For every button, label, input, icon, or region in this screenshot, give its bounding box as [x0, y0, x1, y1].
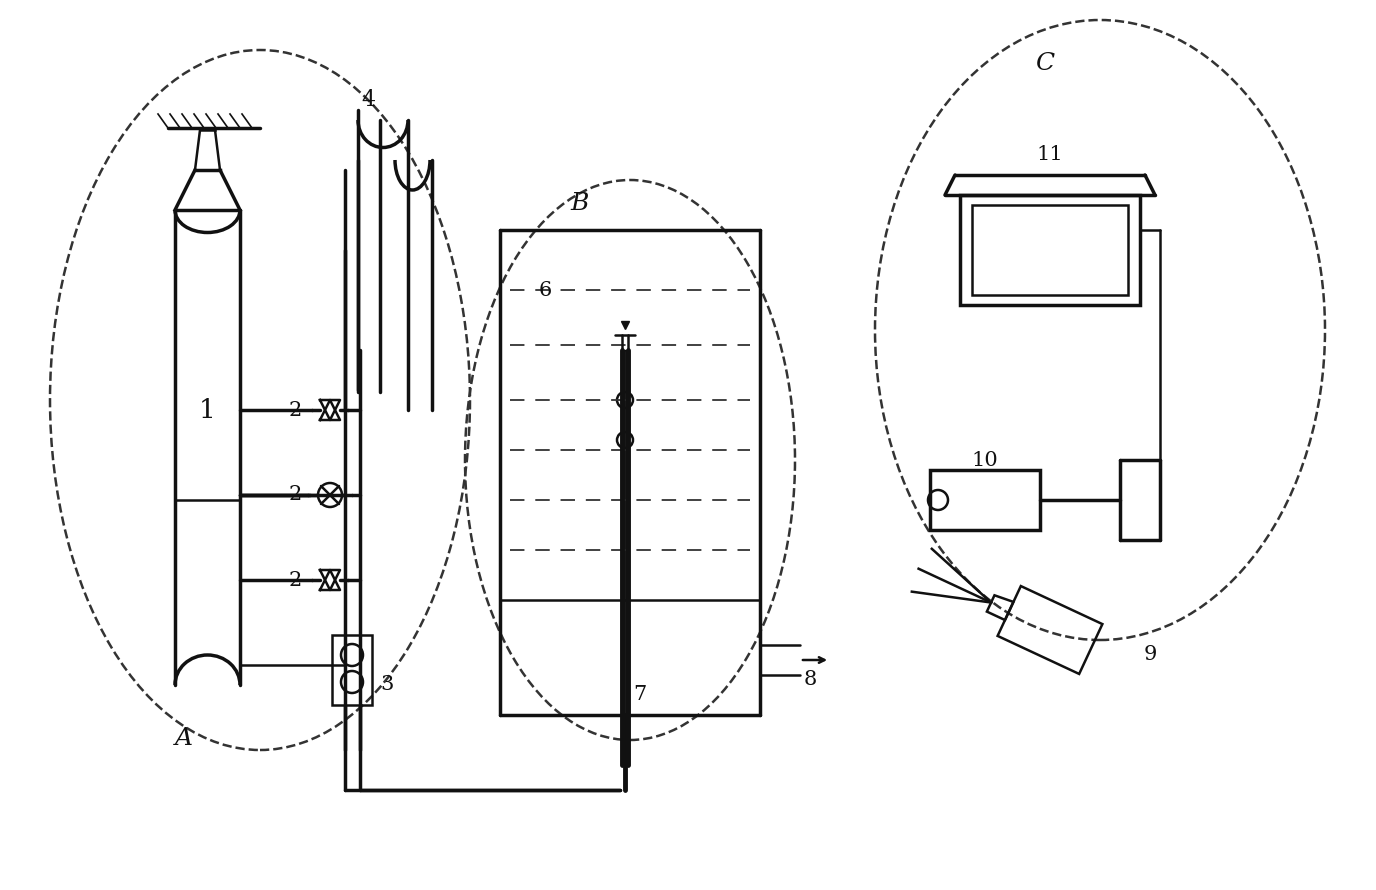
- Text: 9: 9: [1143, 645, 1157, 665]
- Text: 2: 2: [289, 400, 301, 419]
- Text: 8: 8: [804, 670, 816, 689]
- Text: 4: 4: [361, 89, 376, 111]
- Text: 6: 6: [538, 280, 552, 300]
- Text: 11: 11: [1036, 145, 1064, 164]
- Text: 10: 10: [971, 450, 999, 470]
- Text: 2: 2: [289, 570, 301, 589]
- Text: C: C: [1035, 52, 1054, 75]
- Text: A: A: [175, 727, 193, 750]
- Text: 1: 1: [200, 398, 216, 423]
- Text: 3: 3: [380, 676, 394, 694]
- Text: B: B: [570, 192, 589, 215]
- Text: 2: 2: [289, 486, 301, 505]
- Text: 7: 7: [633, 685, 647, 705]
